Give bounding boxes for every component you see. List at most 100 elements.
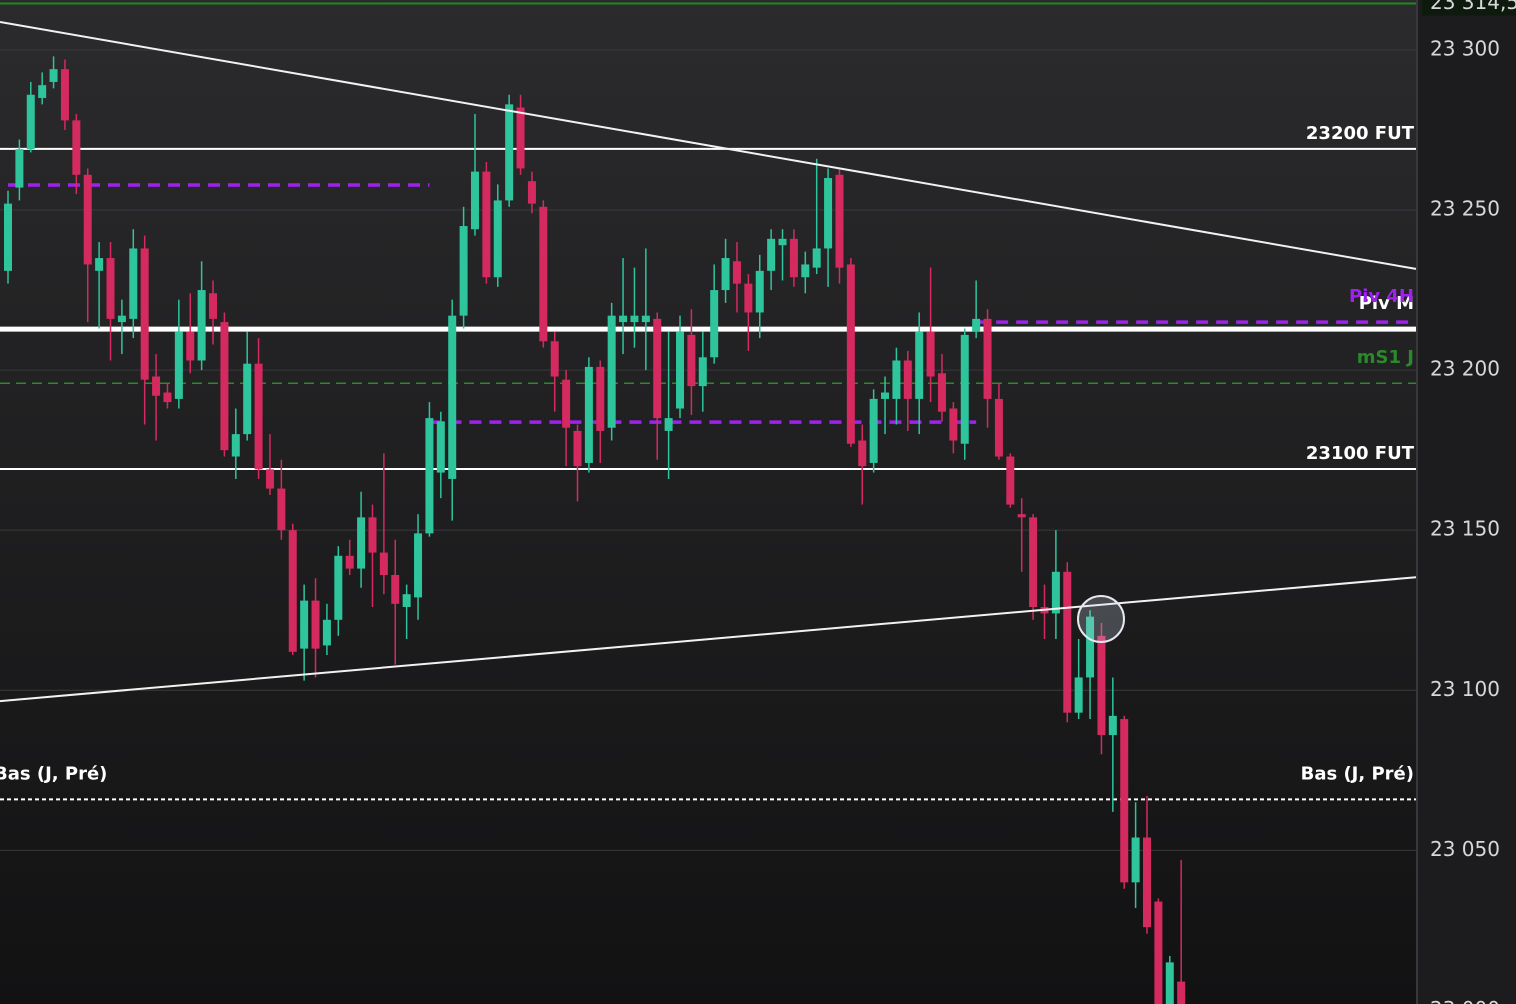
candle-body <box>1154 901 1163 1004</box>
candle-body <box>448 315 457 479</box>
candle-body <box>1029 517 1038 608</box>
candle-body <box>960 334 969 444</box>
candle-body <box>801 264 810 278</box>
trendlines <box>0 20 1416 703</box>
candle-body <box>994 398 1003 457</box>
candle-body <box>254 363 263 470</box>
level-label: Bas (J, Pré) <box>0 763 107 784</box>
candle-body <box>4 203 12 271</box>
candle-body <box>174 331 183 399</box>
candle-body <box>436 421 445 473</box>
candle-body <box>106 258 115 319</box>
candle-body <box>1120 719 1129 883</box>
candle-body <box>550 341 559 377</box>
candle-body <box>516 107 525 169</box>
candle-body <box>493 200 502 278</box>
y-tick-label: 23 100 <box>1430 677 1500 701</box>
candle-body <box>1108 715 1117 736</box>
candle-body <box>721 258 730 291</box>
candle-body <box>311 600 320 649</box>
candle-body <box>209 293 218 319</box>
candle-body <box>824 178 833 249</box>
candle-body <box>778 238 787 246</box>
candle-body <box>527 181 536 204</box>
candle-body <box>915 331 924 399</box>
candle-body <box>334 555 343 620</box>
candle-body <box>186 331 195 361</box>
candle-body <box>482 171 491 278</box>
candle-body <box>379 552 388 575</box>
candle-body <box>846 264 855 444</box>
candle-body <box>744 283 753 313</box>
candle-body <box>322 619 331 646</box>
candle-body <box>1086 616 1095 678</box>
candle-body <box>414 533 423 598</box>
candle-body <box>732 261 741 284</box>
candle-body <box>1074 677 1083 713</box>
candle-body <box>288 530 297 652</box>
candle-body <box>1063 571 1072 713</box>
candle-body <box>1097 635 1106 736</box>
candle-body <box>391 574 400 604</box>
candle-body <box>140 248 149 380</box>
y-tick-label: 23 300 <box>1430 36 1500 60</box>
level-label: Piv M <box>1359 293 1414 314</box>
candle-body <box>1165 962 1174 1004</box>
candle-body <box>1017 514 1026 518</box>
y-tick-label: 23 150 <box>1430 517 1500 541</box>
highlight-circle <box>1077 595 1125 643</box>
candle-body <box>152 376 161 396</box>
candle-body <box>26 94 35 150</box>
level-label: Piv 4H <box>1349 286 1414 307</box>
trendline <box>0 20 1416 270</box>
level-label: mS1 J <box>1357 347 1414 368</box>
candle-body <box>117 315 126 323</box>
y-tick-label: 23 250 <box>1430 197 1500 221</box>
candle-body <box>163 392 172 403</box>
candle-body <box>15 149 24 188</box>
candle-body <box>265 469 274 489</box>
candle-body <box>425 418 434 534</box>
level-label: 23200 FUT <box>1306 123 1415 144</box>
y-tick-label: 23 200 <box>1430 357 1500 381</box>
candle-body <box>630 315 639 323</box>
candle-body <box>767 238 776 271</box>
grid <box>0 49 1416 851</box>
candle-body <box>858 440 867 467</box>
candle-body <box>676 331 685 409</box>
candle-body <box>1143 837 1151 928</box>
candle-body <box>368 517 377 553</box>
candle-body <box>903 360 912 399</box>
level-label: 23100 FUT <box>1306 443 1415 464</box>
y-tick-label: 23 050 <box>1430 837 1500 861</box>
candle-body <box>596 366 605 431</box>
plot-area <box>0 0 1416 1004</box>
candle-body <box>1006 456 1015 505</box>
trendline <box>0 576 1416 703</box>
candle-body <box>1131 837 1140 883</box>
candle-body <box>402 594 411 608</box>
last-price-box <box>1422 0 1516 16</box>
candle-body <box>892 360 901 399</box>
candle-body <box>49 69 58 82</box>
candle-body <box>687 334 696 387</box>
candle-body <box>653 318 662 419</box>
candle-body <box>1177 981 1186 1004</box>
candle-body <box>926 331 935 377</box>
candle-body <box>972 318 981 332</box>
candle-body <box>197 290 206 361</box>
candle-body <box>983 318 992 399</box>
candle-body <box>83 174 92 265</box>
candle-body <box>345 555 354 569</box>
candle-body <box>881 392 890 399</box>
candle-body <box>243 363 252 435</box>
candle-body <box>95 258 104 271</box>
candle-body <box>129 248 138 319</box>
candle-body <box>937 373 946 412</box>
candle-body <box>698 357 707 387</box>
candles <box>4 56 1186 1004</box>
candle-body <box>812 248 821 268</box>
